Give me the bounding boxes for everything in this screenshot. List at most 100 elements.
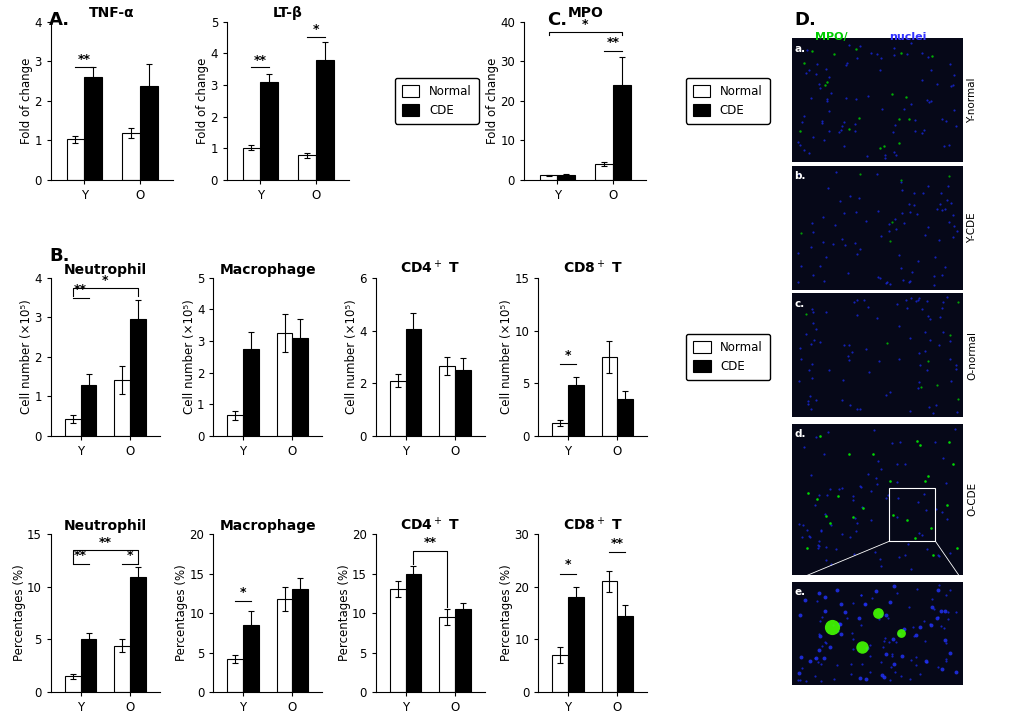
Point bbox=[909, 496, 925, 508]
Point bbox=[917, 656, 933, 668]
Point bbox=[810, 489, 826, 500]
Point bbox=[928, 203, 945, 215]
Point bbox=[922, 64, 938, 76]
Point bbox=[928, 611, 945, 623]
Point bbox=[856, 598, 872, 610]
Point bbox=[810, 535, 826, 547]
Point bbox=[794, 662, 810, 673]
Point bbox=[848, 206, 864, 218]
Point bbox=[940, 139, 956, 151]
Point bbox=[815, 606, 832, 617]
Point bbox=[878, 489, 895, 500]
Point bbox=[815, 275, 832, 287]
Bar bbox=[601, 357, 616, 436]
Point bbox=[907, 659, 923, 671]
Point bbox=[815, 134, 832, 146]
Point bbox=[810, 644, 826, 655]
Text: **: ** bbox=[610, 537, 624, 550]
Point bbox=[804, 317, 820, 329]
Point bbox=[815, 448, 832, 459]
Point bbox=[909, 293, 925, 304]
Point bbox=[845, 511, 861, 523]
Point bbox=[936, 590, 953, 601]
Point bbox=[842, 659, 858, 671]
Point bbox=[925, 270, 942, 282]
Point bbox=[858, 642, 874, 653]
Point bbox=[929, 550, 946, 562]
Point bbox=[925, 437, 942, 448]
Point bbox=[820, 105, 837, 117]
Point bbox=[826, 544, 843, 555]
Point bbox=[913, 128, 929, 139]
Point bbox=[791, 342, 807, 354]
Point bbox=[871, 230, 888, 242]
Point bbox=[797, 309, 813, 320]
Point bbox=[911, 622, 927, 633]
Point bbox=[795, 519, 811, 531]
Point bbox=[937, 194, 954, 205]
Y-axis label: Percentages (%): Percentages (%) bbox=[12, 565, 25, 661]
Point bbox=[900, 276, 916, 288]
Point bbox=[924, 407, 941, 418]
Point bbox=[875, 671, 892, 683]
Point bbox=[942, 335, 958, 347]
Point bbox=[921, 313, 937, 324]
Point bbox=[856, 598, 872, 609]
Point bbox=[817, 510, 834, 522]
Point bbox=[942, 547, 958, 559]
Point bbox=[919, 221, 935, 233]
Bar bbox=[454, 609, 471, 692]
Point bbox=[841, 190, 857, 202]
Point bbox=[851, 40, 867, 52]
Point bbox=[792, 651, 808, 663]
Point bbox=[929, 549, 946, 561]
Point bbox=[816, 252, 833, 263]
Point bbox=[937, 513, 954, 525]
Point bbox=[913, 529, 929, 541]
Point bbox=[888, 298, 904, 310]
Legend: Normal, CDE: Normal, CDE bbox=[685, 78, 769, 124]
Point bbox=[807, 68, 823, 79]
Point bbox=[932, 187, 949, 199]
Point bbox=[804, 226, 820, 238]
Point bbox=[881, 597, 898, 609]
Point bbox=[901, 673, 917, 685]
Point bbox=[857, 343, 873, 355]
Point bbox=[848, 43, 864, 55]
Point bbox=[911, 668, 927, 680]
Point bbox=[947, 423, 963, 435]
Point bbox=[906, 532, 922, 544]
Point bbox=[871, 65, 888, 76]
Point bbox=[796, 144, 812, 156]
Point bbox=[821, 641, 838, 653]
Point bbox=[938, 499, 955, 510]
Point bbox=[937, 653, 954, 665]
Point bbox=[910, 347, 926, 358]
Point bbox=[793, 531, 809, 542]
Point bbox=[948, 120, 964, 132]
Point bbox=[810, 541, 826, 552]
Point bbox=[851, 673, 867, 684]
Point bbox=[812, 658, 828, 669]
Point bbox=[934, 622, 951, 634]
Point bbox=[883, 438, 900, 449]
Point bbox=[886, 49, 902, 61]
Point bbox=[922, 619, 938, 630]
Point bbox=[817, 95, 834, 107]
Point bbox=[872, 560, 889, 572]
Title: CD8$^+$ T: CD8$^+$ T bbox=[562, 260, 623, 277]
Point bbox=[884, 43, 901, 54]
Point bbox=[791, 125, 807, 136]
Point bbox=[882, 661, 899, 673]
Y-axis label: Cell number (×10⁵): Cell number (×10⁵) bbox=[499, 299, 513, 415]
Point bbox=[935, 605, 952, 616]
Point bbox=[935, 262, 952, 273]
Point bbox=[844, 634, 860, 645]
Bar bbox=[551, 655, 568, 692]
Bar bbox=[439, 366, 454, 436]
Point bbox=[829, 490, 846, 502]
Point bbox=[932, 605, 949, 616]
Point bbox=[895, 217, 911, 229]
Text: C.: C. bbox=[546, 12, 567, 30]
Point bbox=[932, 302, 949, 314]
